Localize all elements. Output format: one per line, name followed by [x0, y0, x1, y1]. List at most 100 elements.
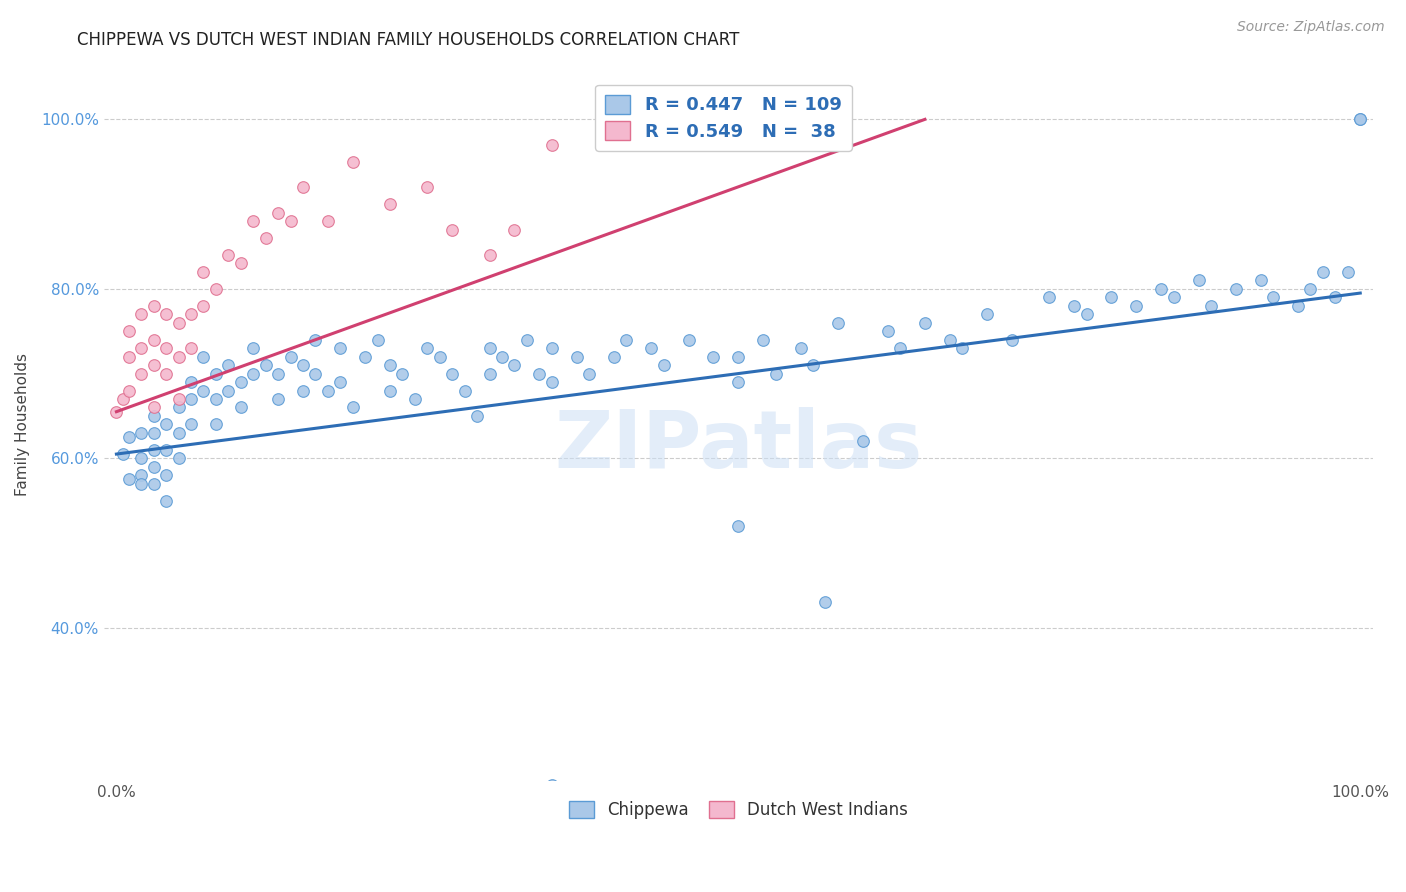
Point: [416, 180, 439, 194]
Point: [378, 384, 401, 398]
Point: [129, 341, 152, 355]
Point: [155, 417, 177, 432]
Point: [478, 341, 501, 355]
Point: [180, 375, 202, 389]
Point: [180, 307, 202, 321]
Point: [167, 401, 190, 415]
Point: [217, 358, 239, 372]
Point: [167, 316, 190, 330]
Point: [280, 350, 302, 364]
Point: [193, 384, 215, 398]
Point: [950, 341, 973, 355]
Point: [267, 392, 290, 406]
Point: [852, 434, 875, 449]
Point: [1038, 290, 1060, 304]
Point: [540, 375, 562, 389]
Point: [329, 341, 352, 355]
Point: [540, 341, 562, 355]
Point: [652, 358, 675, 372]
Point: [814, 595, 837, 609]
Point: [142, 476, 165, 491]
Point: [354, 350, 377, 364]
Point: [378, 358, 401, 372]
Point: [1348, 112, 1371, 127]
Point: [827, 316, 849, 330]
Point: [329, 375, 352, 389]
Point: [129, 425, 152, 440]
Point: [111, 392, 134, 406]
Text: Source: ZipAtlas.com: Source: ZipAtlas.com: [1237, 20, 1385, 34]
Point: [167, 425, 190, 440]
Point: [1286, 299, 1309, 313]
Point: [1199, 299, 1222, 313]
Point: [1063, 299, 1085, 313]
Point: [540, 778, 562, 792]
Point: [155, 367, 177, 381]
Point: [1076, 307, 1098, 321]
Point: [1001, 333, 1024, 347]
Point: [316, 384, 339, 398]
Point: [142, 442, 165, 457]
Point: [976, 307, 998, 321]
Y-axis label: Family Households: Family Households: [15, 353, 30, 496]
Point: [155, 341, 177, 355]
Point: [205, 417, 228, 432]
Point: [801, 358, 824, 372]
Point: [267, 367, 290, 381]
Point: [404, 392, 426, 406]
Point: [129, 307, 152, 321]
Point: [155, 442, 177, 457]
Point: [129, 451, 152, 466]
Point: [441, 222, 464, 236]
Point: [889, 341, 911, 355]
Point: [565, 350, 588, 364]
Point: [342, 401, 364, 415]
Point: [193, 350, 215, 364]
Point: [217, 384, 239, 398]
Point: [291, 384, 314, 398]
Point: [129, 367, 152, 381]
Point: [529, 367, 551, 381]
Point: [142, 358, 165, 372]
Point: [118, 324, 141, 338]
Point: [142, 401, 165, 415]
Point: [205, 392, 228, 406]
Point: [229, 401, 252, 415]
Point: [142, 299, 165, 313]
Legend: Chippewa, Dutch West Indians: Chippewa, Dutch West Indians: [562, 794, 914, 825]
Point: [129, 468, 152, 483]
Point: [167, 350, 190, 364]
Point: [578, 367, 600, 381]
Point: [105, 405, 128, 419]
Text: ZIPatlas: ZIPatlas: [554, 407, 922, 484]
Point: [1101, 290, 1123, 304]
Text: CHIPPEWA VS DUTCH WEST INDIAN FAMILY HOUSEHOLDS CORRELATION CHART: CHIPPEWA VS DUTCH WEST INDIAN FAMILY HOU…: [77, 31, 740, 49]
Point: [167, 451, 190, 466]
Point: [491, 350, 513, 364]
Point: [727, 350, 749, 364]
Point: [242, 367, 264, 381]
Point: [267, 205, 290, 219]
Point: [280, 214, 302, 228]
Point: [254, 231, 277, 245]
Point: [727, 375, 749, 389]
Point: [229, 375, 252, 389]
Point: [1250, 273, 1272, 287]
Point: [429, 350, 451, 364]
Point: [118, 473, 141, 487]
Point: [465, 409, 488, 423]
Point: [1324, 290, 1347, 304]
Point: [441, 367, 464, 381]
Point: [367, 333, 389, 347]
Point: [616, 333, 638, 347]
Point: [205, 282, 228, 296]
Point: [789, 341, 811, 355]
Point: [291, 180, 314, 194]
Point: [1125, 299, 1147, 313]
Point: [1187, 273, 1209, 287]
Point: [1163, 290, 1185, 304]
Point: [291, 358, 314, 372]
Point: [503, 358, 526, 372]
Point: [1312, 265, 1334, 279]
Point: [1337, 265, 1360, 279]
